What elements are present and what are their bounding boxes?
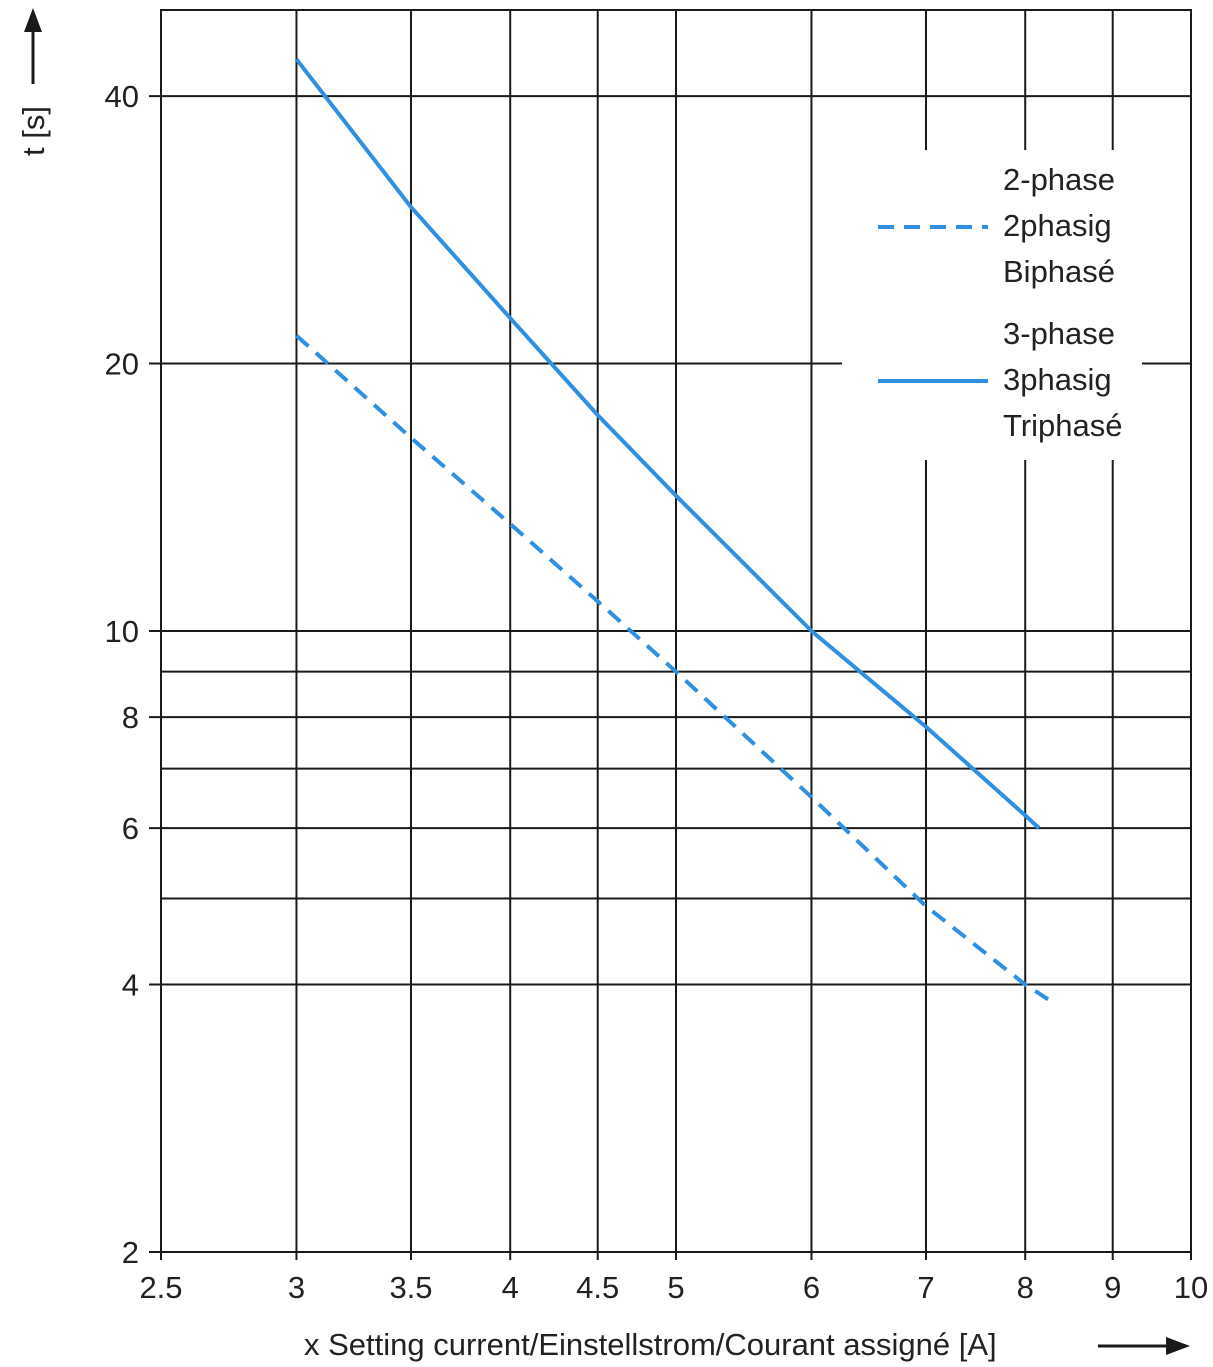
x-tick-label: 6 bbox=[803, 1270, 820, 1305]
y-tick-label: 20 bbox=[105, 347, 139, 382]
series-layer bbox=[294, 58, 1050, 1001]
y-tick-label: 40 bbox=[105, 79, 139, 114]
legend-label: 3-phase bbox=[1003, 316, 1115, 351]
y-tick-label: 2 bbox=[122, 1235, 139, 1270]
y-tick-label: 6 bbox=[122, 811, 139, 846]
series-3-phase-line bbox=[294, 58, 1041, 830]
x-tick-label: 4.5 bbox=[576, 1270, 619, 1305]
legend-label: Biphasé bbox=[1003, 254, 1115, 289]
legend: 2-phase 2phasig Biphasé 3-phase 3phasig Triph… bbox=[842, 150, 1142, 460]
x-tick-label: 5 bbox=[667, 1270, 684, 1305]
x-tick-label: 7 bbox=[917, 1270, 934, 1305]
legend-label: 2phasig bbox=[1003, 208, 1112, 243]
tick-labels: 2.5 3 3.5 4 4.5 5 6 7 8 9 10 2 4 6 8 10 20 40 bbox=[105, 79, 1209, 1305]
legend-label: 2-phase bbox=[1003, 162, 1115, 197]
x-tick-label: 3.5 bbox=[389, 1270, 432, 1305]
legend-label: Triphasé bbox=[1003, 408, 1122, 443]
x-tick-label: 10 bbox=[1174, 1270, 1208, 1305]
x-tick-label: 9 bbox=[1104, 1270, 1121, 1305]
x-axis-title: x Setting current/Einstellstrom/Courant … bbox=[304, 1327, 997, 1362]
x-tick-label: 8 bbox=[1017, 1270, 1034, 1305]
x-tick-label: 2.5 bbox=[139, 1270, 182, 1305]
y-tick-label: 4 bbox=[122, 968, 139, 1003]
legend-label: 3phasig bbox=[1003, 362, 1112, 397]
series-2-phase-line bbox=[295, 334, 1050, 1001]
x-axis-arrow bbox=[1098, 1337, 1190, 1355]
y-axis-title: t [s] bbox=[16, 106, 51, 156]
legend-background bbox=[842, 150, 1142, 460]
legend-3-phase: 3-phase 3phasig Triphasé bbox=[878, 316, 1122, 443]
x-tick-label: 4 bbox=[502, 1270, 519, 1305]
axis-titles: x Setting current/Einstellstrom/Courant … bbox=[16, 8, 1190, 1362]
legend-2-phase: 2-phase 2phasig Biphasé bbox=[878, 162, 1115, 289]
y-tick-label: 10 bbox=[105, 614, 139, 649]
x-tick-label: 3 bbox=[288, 1270, 305, 1305]
y-axis-arrow bbox=[24, 8, 42, 84]
y-tick-label: 8 bbox=[122, 700, 139, 735]
